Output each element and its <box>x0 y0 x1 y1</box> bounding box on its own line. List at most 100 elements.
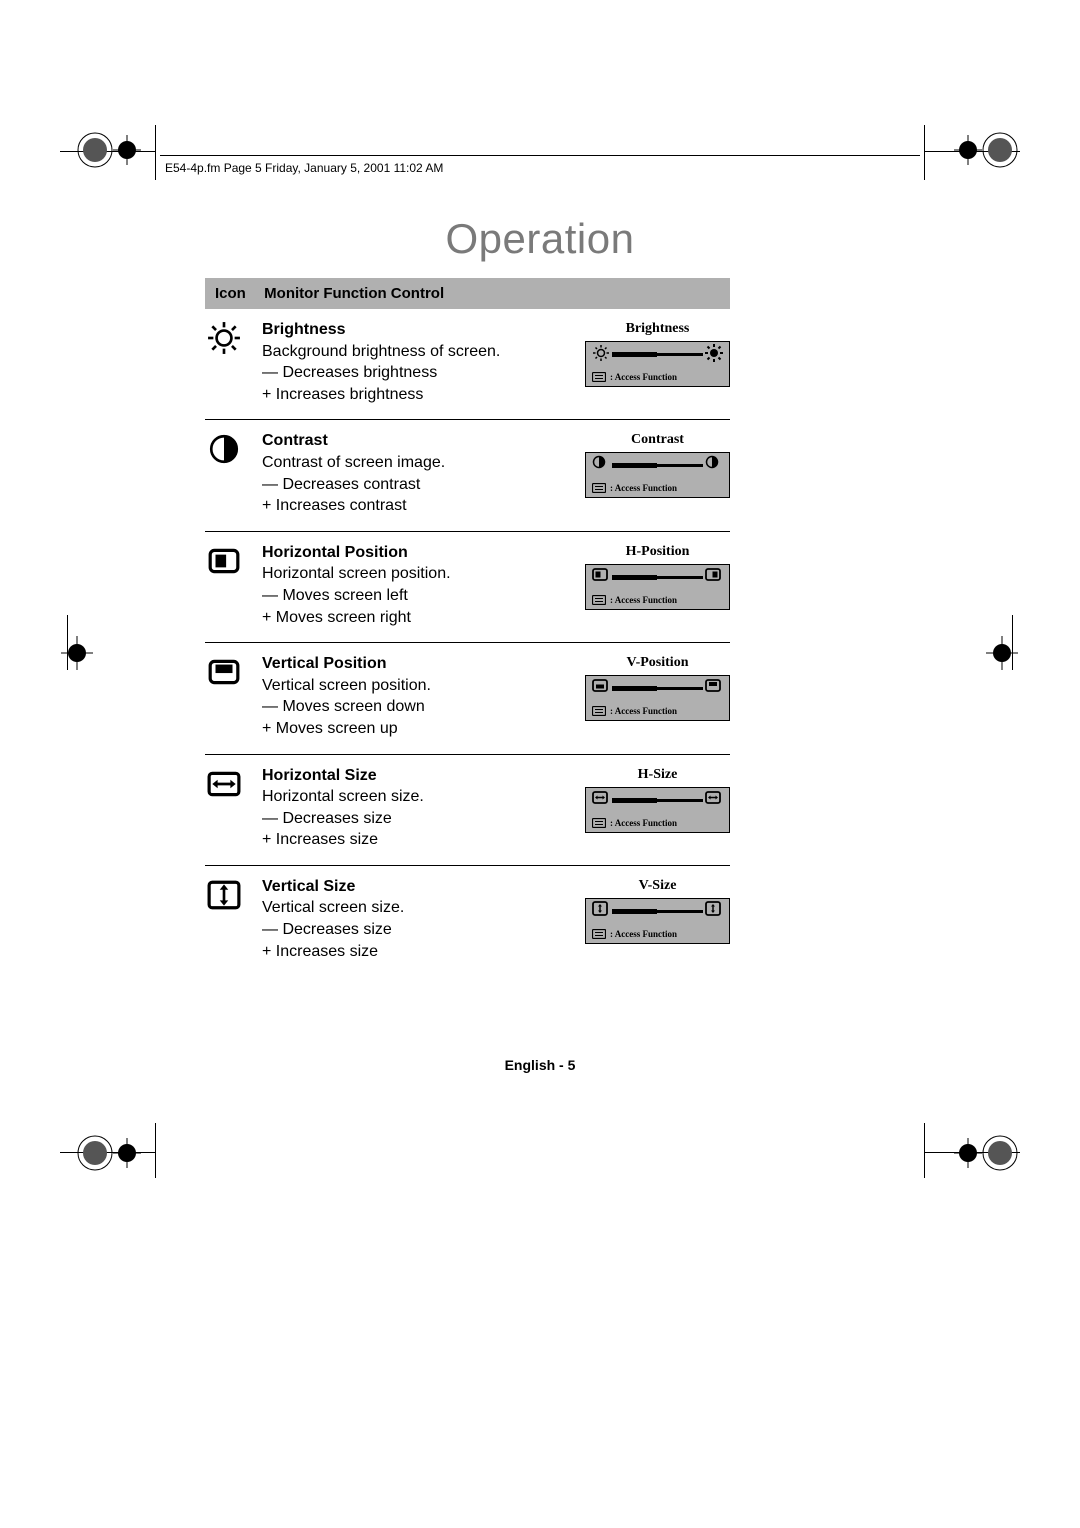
hsize-small-icon <box>705 790 723 813</box>
row-title: Vertical Position <box>262 653 575 675</box>
slider-fill <box>612 686 657 691</box>
row-title: Vertical Size <box>262 876 575 898</box>
preview-title: Brightness <box>585 321 730 337</box>
preview-title: H-Size <box>585 767 730 783</box>
row-icon-cell <box>205 765 262 851</box>
menu-icon <box>592 595 606 605</box>
vpos-down-icon <box>592 678 610 701</box>
row-title: Horizontal Size <box>262 765 575 787</box>
h-position-icon <box>207 544 241 583</box>
preview-box: : Access Function <box>585 452 730 498</box>
preview-title: Contrast <box>585 432 730 448</box>
row-plus: + Increases size <box>262 829 575 851</box>
access-function-label: : Access Function <box>592 818 677 828</box>
preview-box: : Access Function <box>585 898 730 944</box>
hsize-small-icon <box>592 790 610 813</box>
page-footer: English - 5 <box>0 1057 1080 1073</box>
row-minus: — Decreases contrast <box>262 474 575 496</box>
header-col-control: Monitor Function Control <box>264 285 444 302</box>
access-function-label: : Access Function <box>592 929 677 939</box>
registration-mark-icon <box>75 125 145 175</box>
registration-mark-icon <box>980 628 1025 678</box>
h-size-icon <box>207 767 241 806</box>
table-row: Horizontal Position Horizontal screen po… <box>205 532 730 643</box>
row-icon-cell <box>205 876 262 962</box>
row-desc: Vertical screen position. <box>262 675 575 697</box>
access-function-label: : Access Function <box>592 483 677 493</box>
preview-box: : Access Function <box>585 564 730 610</box>
row-plus: + Moves screen up <box>262 718 575 740</box>
page-title: Operation <box>0 215 1080 263</box>
row-text: Vertical Size Vertical screen size. — De… <box>262 876 585 962</box>
row-preview: Brightness : Access Function <box>585 319 730 405</box>
menu-icon <box>592 929 606 939</box>
row-plus: + Increases brightness <box>262 384 575 406</box>
row-text: Horizontal Size Horizontal screen size. … <box>262 765 585 851</box>
row-minus: — Moves screen down <box>262 696 575 718</box>
v-size-icon <box>207 878 241 917</box>
preview-title: H-Position <box>585 544 730 560</box>
registration-mark-icon <box>75 1128 145 1178</box>
row-title: Brightness <box>262 319 575 341</box>
row-text: Brightness Background brightness of scre… <box>262 319 585 405</box>
header-filepath: E54-4p.fm Page 5 Friday, January 5, 2001… <box>165 161 443 175</box>
slider-fill <box>612 352 657 357</box>
table-row: Brightness Background brightness of scre… <box>205 309 730 420</box>
row-desc: Background brightness of screen. <box>262 341 575 363</box>
row-icon-cell <box>205 319 262 405</box>
menu-icon <box>592 818 606 828</box>
table-row: Horizontal Size Horizontal screen size. … <box>205 755 730 866</box>
crop-line <box>155 1123 156 1178</box>
hpos-right-icon <box>705 567 723 590</box>
row-desc: Contrast of screen image. <box>262 452 575 474</box>
registration-mark-icon <box>55 628 100 678</box>
preview-title: V-Size <box>585 878 730 894</box>
row-title: Contrast <box>262 430 575 452</box>
access-function-label: : Access Function <box>592 595 677 605</box>
sun-big-icon <box>705 344 723 367</box>
header-rule <box>160 155 920 156</box>
hpos-left-icon <box>592 567 610 590</box>
page: E54-4p.fm Page 5 Friday, January 5, 2001… <box>0 0 1080 1528</box>
row-plus: + Increases size <box>262 941 575 963</box>
sun-small-icon <box>592 344 610 367</box>
row-plus: + Increases contrast <box>262 495 575 517</box>
vpos-up-icon <box>705 678 723 701</box>
row-minus: — Decreases size <box>262 919 575 941</box>
row-text: Contrast Contrast of screen image. — Dec… <box>262 430 585 516</box>
menu-icon <box>592 706 606 716</box>
header-col-icon: Icon <box>215 285 260 302</box>
access-function-label: : Access Function <box>592 706 677 716</box>
row-preview: V-Size : Access Function <box>585 876 730 962</box>
function-table: Icon Monitor Function Control Brightness… <box>205 278 730 976</box>
preview-box: : Access Function <box>585 341 730 387</box>
row-icon-cell <box>205 653 262 739</box>
row-desc: Horizontal screen position. <box>262 563 575 585</box>
registration-mark-icon <box>950 125 1020 175</box>
crop-line <box>155 125 156 180</box>
vsize-small-icon <box>592 901 610 924</box>
row-preview: H-Position : Access Function <box>585 542 730 628</box>
preview-box: : Access Function <box>585 675 730 721</box>
table-header: Icon Monitor Function Control <box>205 278 730 309</box>
slider-fill <box>612 463 657 468</box>
row-text: Horizontal Position Horizontal screen po… <box>262 542 585 628</box>
contrast-small-icon <box>705 455 723 478</box>
table-row: Contrast Contrast of screen image. — Dec… <box>205 420 730 531</box>
slider-fill <box>612 575 657 580</box>
contrast-icon <box>207 432 241 471</box>
table-row: Vertical Position Vertical screen positi… <box>205 643 730 754</box>
row-text: Vertical Position Vertical screen positi… <box>262 653 585 739</box>
registration-mark-icon <box>950 1128 1020 1178</box>
menu-icon <box>592 483 606 493</box>
row-preview: H-Size : Access Function <box>585 765 730 851</box>
row-plus: + Moves screen right <box>262 607 575 629</box>
vsize-small-icon <box>705 901 723 924</box>
row-title: Horizontal Position <box>262 542 575 564</box>
v-position-icon <box>207 655 241 694</box>
slider-fill <box>612 909 657 914</box>
slider-fill <box>612 798 657 803</box>
contrast-small-icon <box>592 455 610 478</box>
crop-line <box>924 1123 925 1178</box>
row-minus: — Decreases brightness <box>262 362 575 384</box>
